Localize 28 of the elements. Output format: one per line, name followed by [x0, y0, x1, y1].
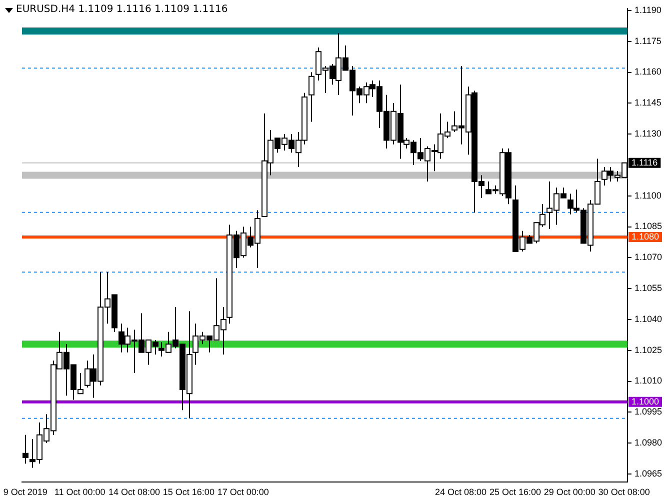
ref-line-label: 1.1116: [631, 157, 658, 168]
y-tick-label: 1.1100: [634, 190, 662, 200]
y-tick-label: 1.1175: [634, 36, 662, 46]
x-tick-label: 25 Oct 16:00: [489, 487, 541, 498]
y-tick-label: 1.1070: [634, 252, 662, 262]
x-tick-label: 11 Oct 00:00: [54, 487, 106, 498]
y-tick-label: 1.0995: [634, 406, 662, 417]
y-tick-label: 1.1055: [634, 283, 662, 294]
x-tick-label: 14 Oct 08:00: [108, 487, 160, 498]
y-tick-label: 1.1025: [634, 344, 662, 355]
y-tick-label: 1.0965: [634, 468, 662, 478]
x-tick-label: 15 Oct 16:00: [162, 487, 214, 498]
x-tick-label: 24 Oct 08:00: [435, 487, 487, 498]
y-tick-label: 1.0980: [634, 438, 662, 448]
y-tick-label: 1.1010: [634, 376, 662, 386]
x-tick-label: 29 Oct 00:00: [544, 487, 596, 498]
x-tick-label: 30 Oct 08:00: [598, 487, 650, 498]
ref-line-label: 1.1080: [631, 232, 660, 242]
y-tick-label: 1.1130: [634, 128, 662, 139]
x-tick-label: 17 Oct 00:00: [217, 487, 269, 498]
y-tick-label: 1.1190: [634, 4, 662, 15]
ref-line-label: 1.1000: [631, 396, 660, 406]
y-tick-label: 1.1160: [634, 66, 662, 77]
y-tick-label: 1.1040: [634, 314, 662, 324]
x-tick-label: 9 Oct 2019: [3, 487, 48, 498]
chart-title: EURUSD.H4 1.1109 1.1116 1.1109 1.1116: [16, 4, 228, 15]
y-tick-label: 1.1085: [634, 221, 662, 232]
y-tick-label: 1.1145: [634, 98, 662, 108]
